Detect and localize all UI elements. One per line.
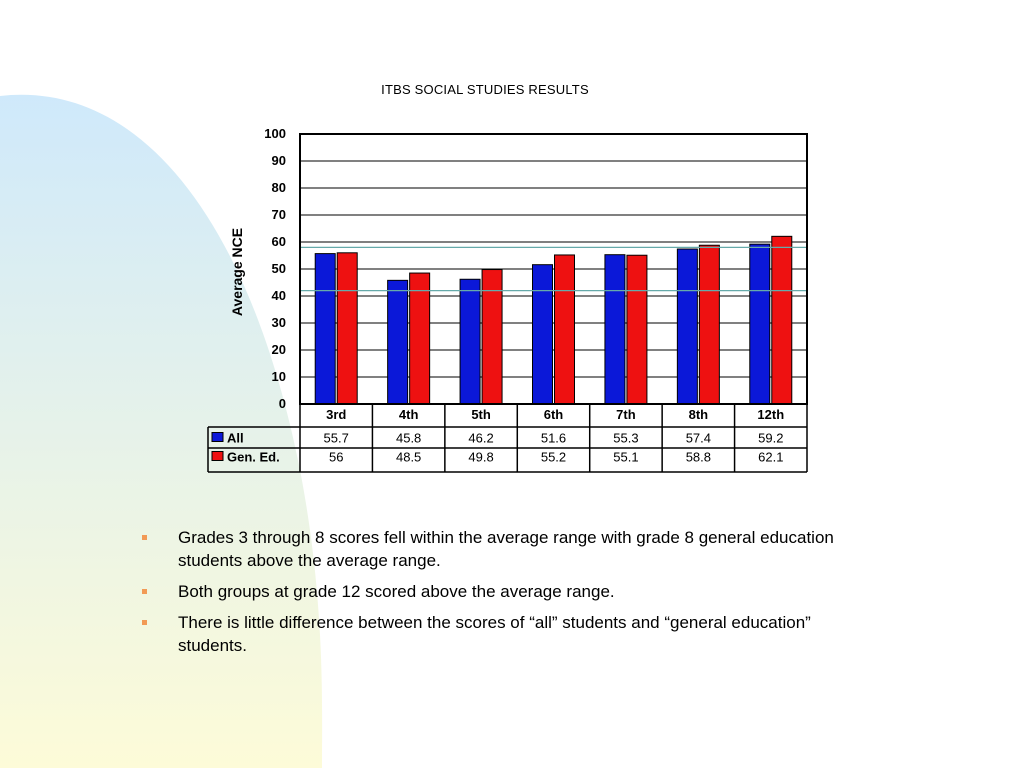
table-cell: 57.4 xyxy=(686,431,711,446)
bullet-text: Both groups at grade 12 scored above the… xyxy=(178,582,615,601)
bar xyxy=(336,252,358,405)
bullet-item: Grades 3 through 8 scores fell within th… xyxy=(140,526,860,572)
y-tick-label: 10 xyxy=(272,369,286,384)
bar xyxy=(554,254,575,405)
y-tick-label: 60 xyxy=(272,234,286,249)
category-label: 7th xyxy=(616,407,636,422)
y-tick-label: 90 xyxy=(272,153,286,168)
y-axis-title: Average NCE xyxy=(229,228,245,316)
bullet-marker xyxy=(142,535,147,540)
bar xyxy=(676,248,698,405)
y-tick-label: 0 xyxy=(279,396,286,411)
bar xyxy=(626,254,648,405)
y-tick-label: 50 xyxy=(272,261,286,276)
table-cell: 59.2 xyxy=(758,431,783,446)
bullet-marker xyxy=(142,620,147,625)
bar xyxy=(698,244,720,405)
category-label: 5th xyxy=(471,407,491,422)
chart-title: ITBS SOCIAL STUDIES RESULTS xyxy=(381,82,589,97)
bar xyxy=(314,253,336,405)
table-cell: 46.2 xyxy=(468,431,493,446)
legend-swatch xyxy=(211,432,224,442)
bar xyxy=(481,269,503,405)
bullet-list: Grades 3 through 8 scores fell within th… xyxy=(140,526,860,665)
y-tick-label: 20 xyxy=(272,342,286,357)
bar xyxy=(387,279,409,405)
table-cell: 58.8 xyxy=(686,450,711,465)
category-label: 6th xyxy=(544,407,564,422)
category-label: 12th xyxy=(757,407,784,422)
bar xyxy=(771,235,793,405)
data-table: 3rd 4th 5th 6th 7th 8th 12th All 55.7 45.8 46.2 51.… xyxy=(207,404,808,473)
background-shape xyxy=(0,94,323,768)
legend-swatch xyxy=(211,451,224,461)
category-label: 4th xyxy=(399,407,419,422)
table-cell: 55.7 xyxy=(324,431,349,446)
category-label: 8th xyxy=(689,407,709,422)
bullet-text: There is little difference between the s… xyxy=(178,613,811,655)
bullet-item: Both groups at grade 12 scored above the… xyxy=(140,580,860,603)
bullet-text: Grades 3 through 8 scores fell within th… xyxy=(178,528,834,570)
table-cell: 55.2 xyxy=(541,450,566,465)
bullet-item: There is little difference between the s… xyxy=(140,611,860,657)
table-cell: 56 xyxy=(329,450,343,465)
table-cell: 62.1 xyxy=(758,450,783,465)
legend-label: All xyxy=(227,431,244,446)
bar xyxy=(459,278,481,405)
y-tick-label: 30 xyxy=(272,315,286,330)
table-cell: 55.3 xyxy=(613,431,638,446)
table-cell: 49.8 xyxy=(468,450,493,465)
bar xyxy=(409,272,431,405)
table-cell: 55.1 xyxy=(613,450,638,465)
bar xyxy=(532,264,553,405)
table-cell: 45.8 xyxy=(396,431,421,446)
bar xyxy=(604,254,626,405)
y-tick-label: 70 xyxy=(272,207,286,222)
legend-label: Gen. Ed. xyxy=(227,450,280,465)
y-tick-label: 100 xyxy=(264,126,286,141)
y-tick-label: 40 xyxy=(272,288,286,303)
category-label: 3rd xyxy=(326,407,346,422)
plot-area: 0 10 20 30 40 50 60 70 80 90 100 xyxy=(264,126,808,411)
plot-frame xyxy=(299,133,808,405)
bar xyxy=(749,243,771,405)
y-tick-label: 80 xyxy=(272,180,286,195)
table-cell: 48.5 xyxy=(396,450,421,465)
bullet-marker xyxy=(142,589,147,594)
table-cell: 51.6 xyxy=(541,431,566,446)
